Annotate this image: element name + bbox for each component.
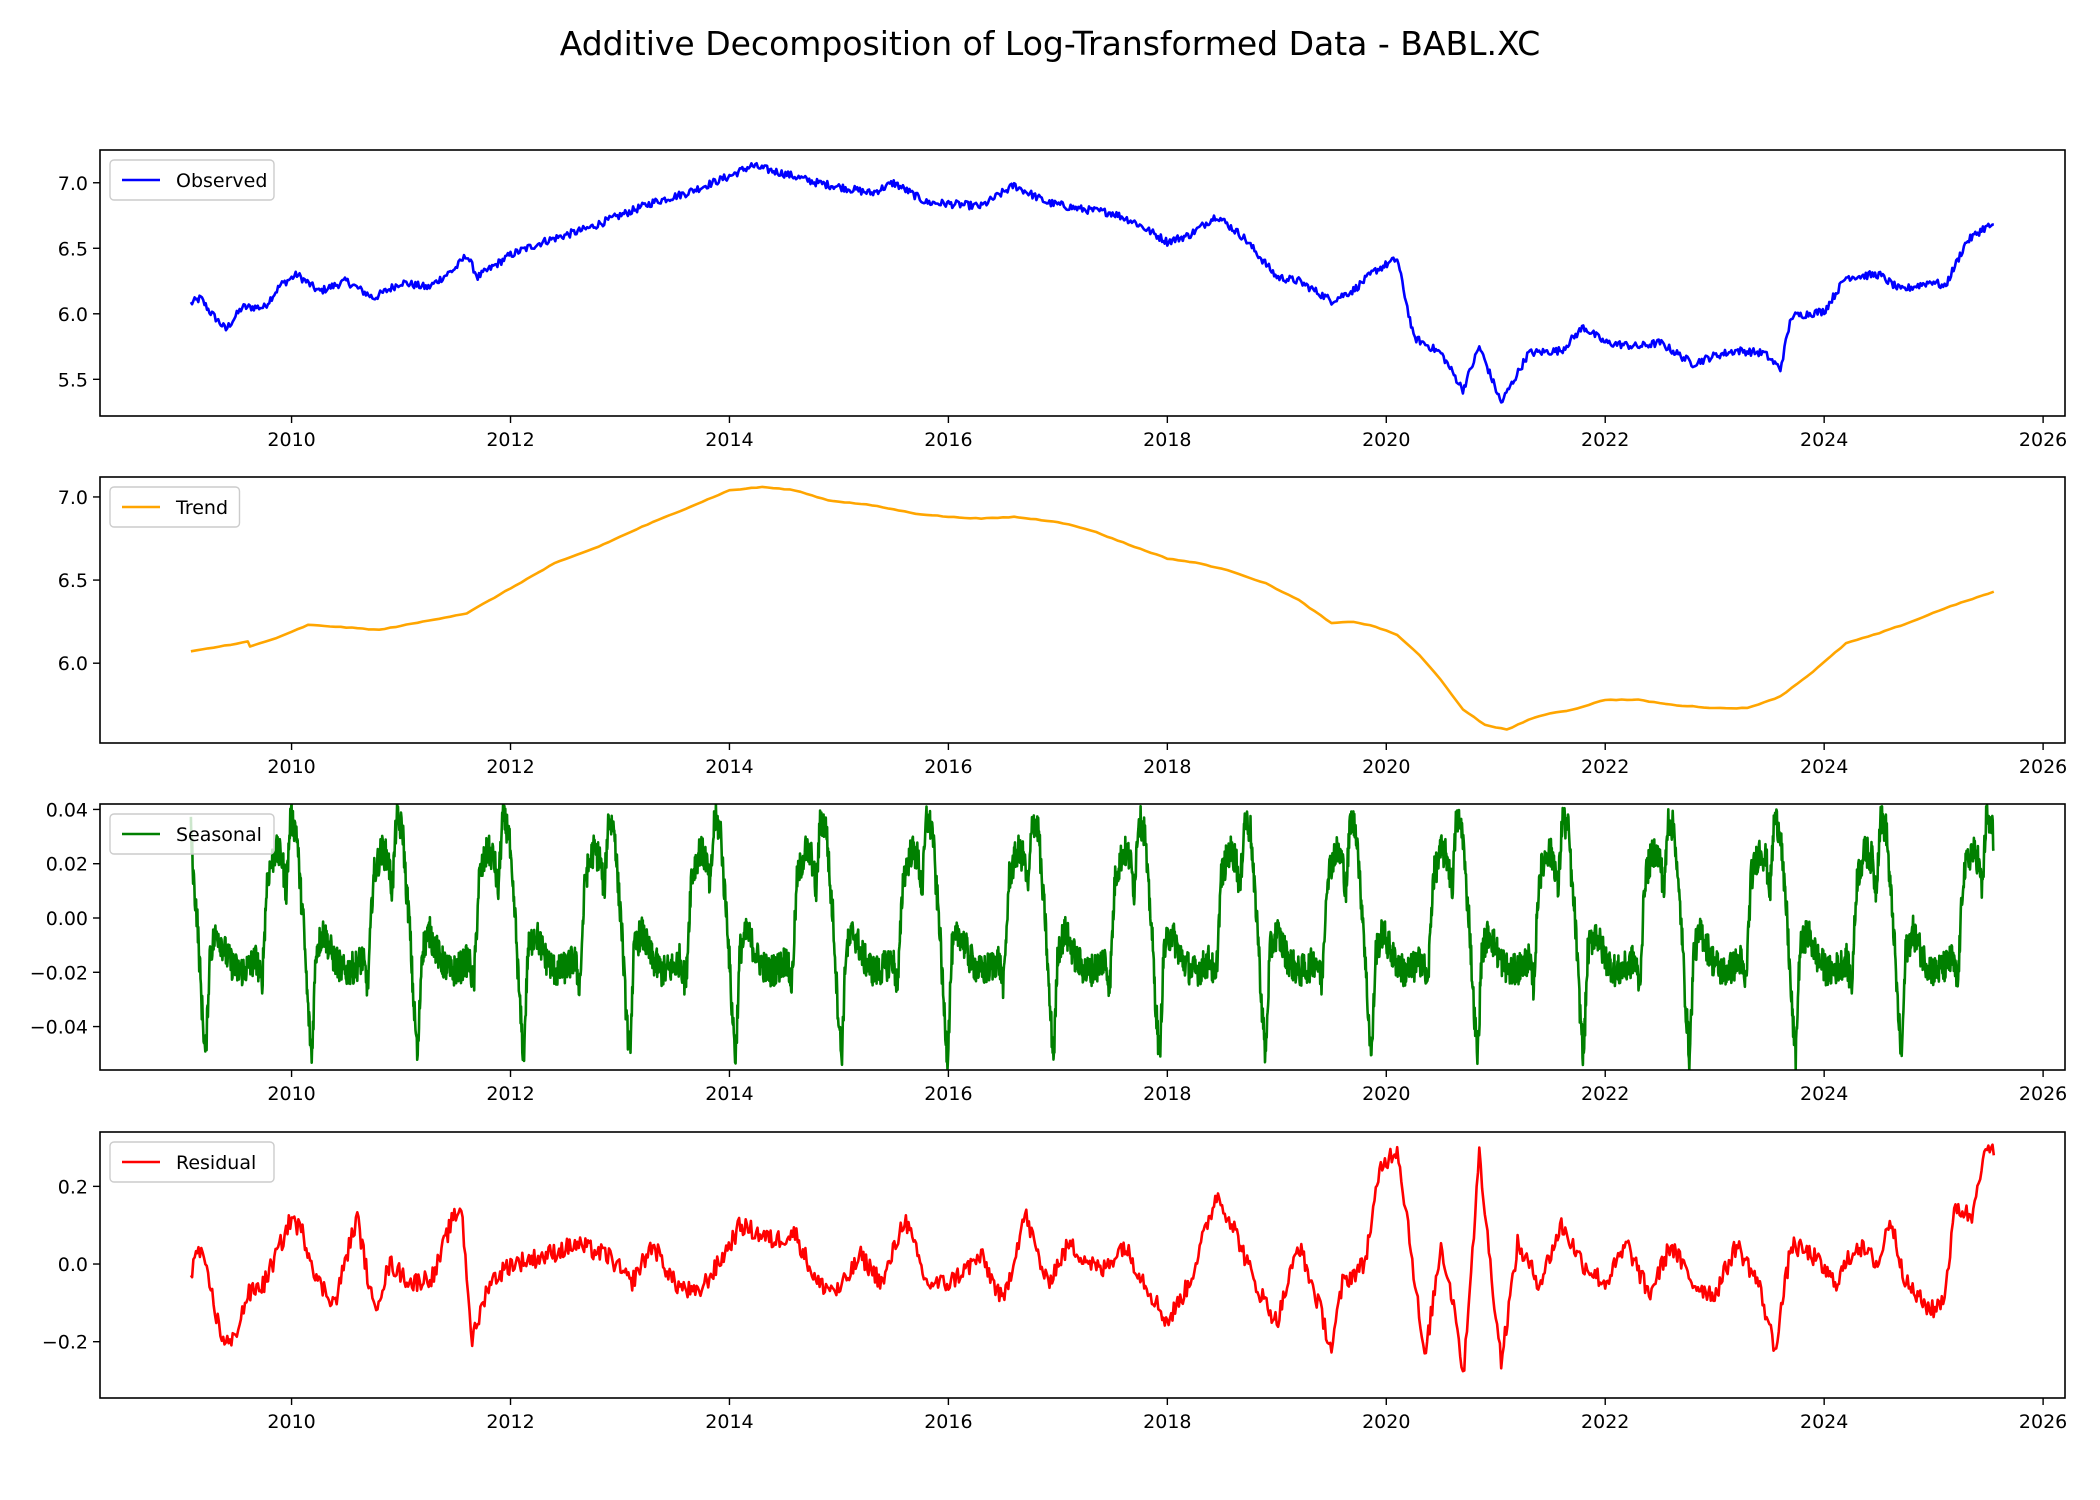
x-tick-label: 2020 — [1362, 1083, 1410, 1105]
y-tick-label: 0.00 — [46, 908, 88, 930]
x-tick-label: 2022 — [1581, 429, 1629, 451]
y-tick-label: −0.2 — [42, 1332, 88, 1354]
x-tick-label: 2018 — [1143, 429, 1191, 451]
x-tick-label: 2026 — [2019, 1411, 2067, 1433]
series-line-observed — [189, 162, 1994, 404]
x-tick-label: 2022 — [1581, 1411, 1629, 1433]
x-tick-label: 2026 — [2019, 429, 2067, 451]
axes-frame-residual — [99, 1131, 2066, 1399]
y-tick-label: 6.5 — [58, 238, 88, 260]
x-tick-label: 2016 — [924, 756, 972, 778]
x-tick-label: 2018 — [1143, 1411, 1191, 1433]
x-tick-label: 2020 — [1362, 1411, 1410, 1433]
x-tick-label: 2010 — [267, 756, 315, 778]
x-tick-label: 2014 — [705, 756, 753, 778]
y-tick-label: 0.02 — [46, 854, 88, 876]
y-tick-label: 7.0 — [58, 173, 88, 195]
legend-trend: Trend — [109, 486, 241, 528]
series-line-trend — [190, 485, 1995, 731]
legend-label: Observed — [176, 170, 267, 192]
y-tick-label: 7.0 — [58, 487, 88, 509]
x-tick-label: 2018 — [1143, 1083, 1191, 1105]
x-tick-label: 2012 — [486, 756, 534, 778]
legend-observed: Observed — [109, 159, 275, 201]
axes-frame-observed — [99, 149, 2066, 417]
axes-frame-seasonal — [99, 803, 2066, 1071]
x-tick-label: 2016 — [924, 429, 972, 451]
y-tick-label: 0.2 — [58, 1176, 88, 1198]
legend-label: Seasonal — [176, 824, 262, 846]
y-tick-label: 0.0 — [58, 1254, 88, 1276]
series-line-residual — [189, 1143, 1996, 1373]
x-tick-label: 2024 — [1800, 1411, 1848, 1433]
y-tick-label: −0.04 — [30, 1017, 88, 1039]
legend-box — [109, 486, 241, 528]
x-tick-label: 2014 — [705, 429, 753, 451]
legend-box — [109, 1141, 275, 1183]
x-tick-label: 2014 — [705, 1083, 753, 1105]
legend-label: Residual — [176, 1152, 256, 1174]
x-tick-label: 2024 — [1800, 429, 1848, 451]
x-tick-label: 2012 — [486, 429, 534, 451]
legend-residual: Residual — [109, 1141, 275, 1183]
figure-title: Additive Decomposition of Log-Transforme… — [560, 24, 1541, 63]
legend-box — [109, 159, 275, 201]
legend-label: Trend — [175, 497, 228, 519]
x-tick-label: 2012 — [486, 1411, 534, 1433]
x-tick-label: 2018 — [1143, 756, 1191, 778]
panel-observed: 2010 2012 2014 2016 2018 2020 2022 2024 2026 5.5 6… — [58, 149, 2067, 451]
x-tick-label: 2026 — [2019, 756, 2067, 778]
y-tick-label: −0.02 — [30, 962, 88, 984]
x-tick-label: 2024 — [1800, 756, 1848, 778]
x-tick-label: 2012 — [486, 1083, 534, 1105]
x-tick-label: 2010 — [267, 1083, 315, 1105]
x-tick-label: 2014 — [705, 1411, 753, 1433]
panel-trend: 2010 2012 2014 2016 2018 2020 2022 2024 2026 6.0 6… — [58, 476, 2067, 778]
panel-residual: 2010 2012 2014 2016 2018 2020 2022 2024 2026 −0.2… — [42, 1131, 2067, 1433]
panel-seasonal: 2010 2012 2014 2016 2018 2020 2022 2024 2026 −0.0… — [30, 799, 2068, 1105]
x-tick-label: 2010 — [267, 1411, 315, 1433]
y-tick-label: 6.5 — [58, 570, 88, 592]
series-line-seasonal — [189, 804, 1995, 1070]
x-tick-label: 2016 — [924, 1411, 972, 1433]
x-tick-label: 2022 — [1581, 756, 1629, 778]
x-tick-label: 2026 — [2019, 1083, 2067, 1105]
panels: 2010 2012 2014 2016 2018 2020 2022 2024 2026 5.5 6… — [30, 149, 2068, 1433]
legend-seasonal: Seasonal — [109, 813, 275, 855]
y-tick-label: 6.0 — [58, 304, 88, 326]
legend-box — [109, 813, 275, 855]
y-tick-label: 0.04 — [46, 799, 88, 821]
x-tick-label: 2024 — [1800, 1083, 1848, 1105]
x-tick-label: 2020 — [1362, 756, 1410, 778]
x-tick-label: 2010 — [267, 429, 315, 451]
y-tick-label: 5.5 — [58, 369, 88, 391]
y-tick-label: 6.0 — [58, 653, 88, 675]
x-tick-label: 2016 — [924, 1083, 972, 1105]
axes-frame-trend — [99, 476, 2066, 744]
x-tick-label: 2020 — [1362, 429, 1410, 451]
x-tick-label: 2022 — [1581, 1083, 1629, 1105]
